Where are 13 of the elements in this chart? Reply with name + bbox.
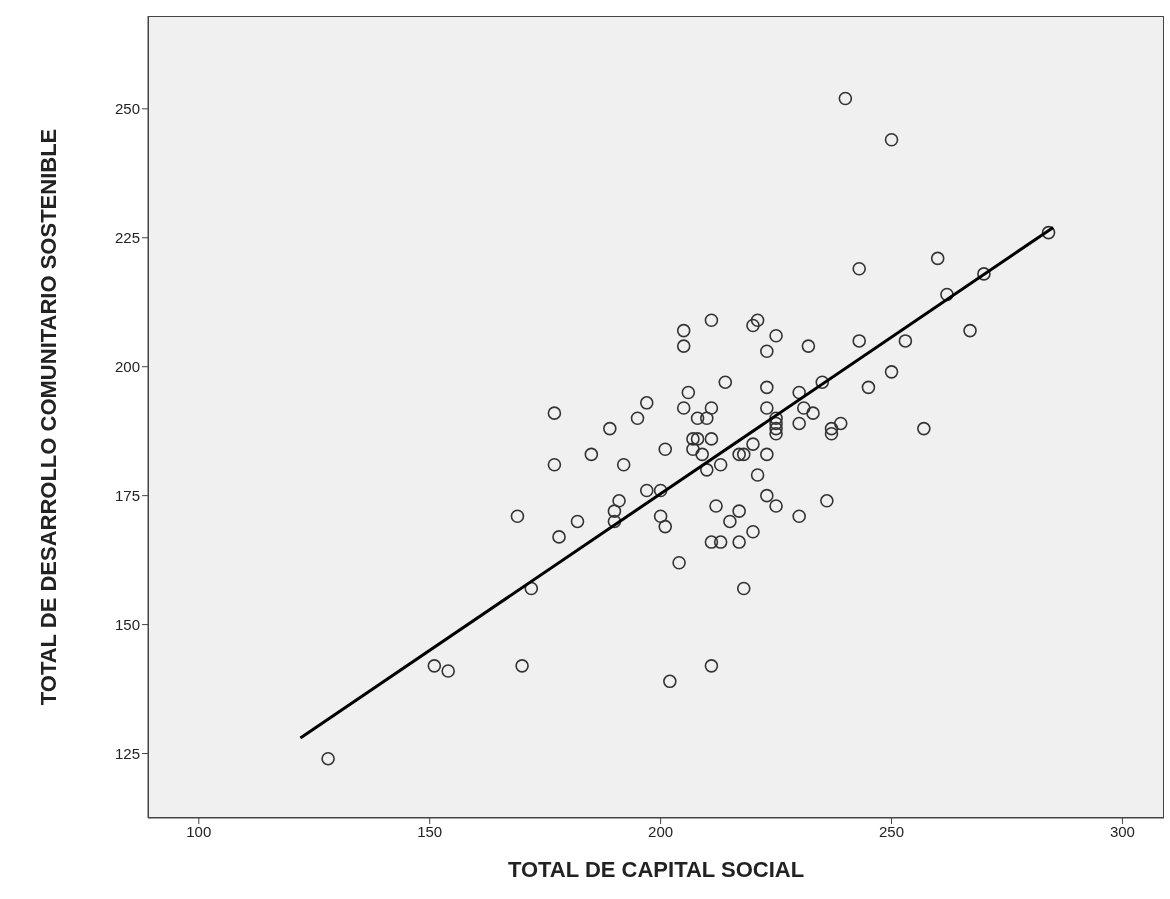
y-tick-label: 225	[114, 229, 140, 247]
x-tick-label: 100	[186, 822, 212, 840]
x-tick-label: 250	[879, 822, 905, 840]
x-tick-label: 150	[417, 822, 443, 840]
y-axis-title: TOTAL DE DESARROLLO COMUNITARIO SOSTENIBLE	[35, 128, 61, 706]
y-tick-label: 175	[114, 486, 140, 504]
x-tick-label: 200	[648, 822, 674, 840]
y-tick-label: 125	[114, 744, 140, 762]
x-axis-title: TOTAL DE CAPITAL SOCIAL	[507, 857, 805, 882]
y-tick-label: 250	[114, 100, 140, 118]
y-tick-label: 150	[114, 615, 140, 633]
x-tick-label: 300	[1109, 822, 1135, 840]
y-tick-label: 200	[114, 358, 140, 376]
